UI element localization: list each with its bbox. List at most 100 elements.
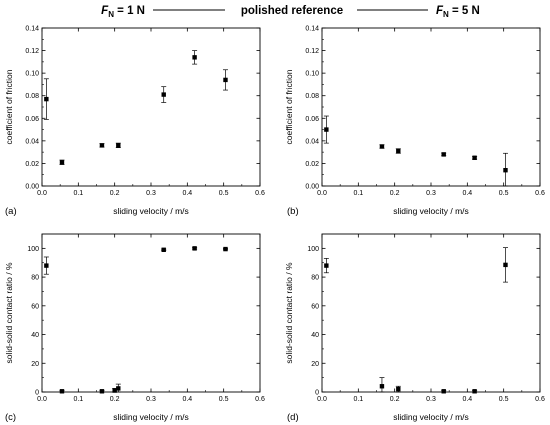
data-point <box>44 263 49 268</box>
header-left-label: FN = 1 N <box>101 5 145 19</box>
y-tick-label: 0.06 <box>25 116 39 123</box>
y-tick-label: 60 <box>311 303 319 310</box>
y-tick-label: 0.08 <box>25 93 39 100</box>
data-point <box>472 155 477 160</box>
y-tick-label: 0.12 <box>25 48 39 55</box>
data-point <box>99 143 105 148</box>
x-tick-label: 0.6 <box>255 190 265 197</box>
x-tick-label: 0.5 <box>219 190 229 197</box>
chart-panel-4: 0.0 0.1 0.2 0.3 0.4 0.5 0.6 0 20 40 60 80 100 sliding… <box>284 233 545 423</box>
x-tick-label: 0.0 <box>317 190 327 197</box>
x-tick-label: 0.2 <box>110 396 120 403</box>
y-tick-label: 0.02 <box>305 161 319 168</box>
x-tick-label: 0.6 <box>535 396 545 403</box>
x-axis-label: sliding velocity / m/s <box>113 206 189 216</box>
x-tick-label: 0.4 <box>462 190 472 197</box>
data-point <box>396 148 401 154</box>
data-point <box>441 389 446 394</box>
panel-label: (a) <box>5 206 17 217</box>
plot-frame <box>321 27 541 187</box>
data-point <box>116 143 121 148</box>
y-tick-label: 100 <box>307 246 319 253</box>
x-tick-label: 0.5 <box>499 190 509 197</box>
data-point <box>324 127 329 132</box>
y-tick-label: 0.08 <box>305 93 319 100</box>
y-tick-label: 0.00 <box>25 184 39 191</box>
y-tick-label: 0.06 <box>305 116 319 123</box>
chart-panel-1: 0.0 0.1 0.2 0.3 0.4 0.5 0.6 0.00 0.02 0.04 0.06 0.0… <box>4 26 265 218</box>
y-tick-label: 60 <box>31 303 39 310</box>
y-tick-label: 40 <box>311 332 319 339</box>
panel-label: (d) <box>287 412 299 423</box>
y-tick-label: 0.10 <box>25 71 39 78</box>
x-tick-label: 0.6 <box>535 190 545 197</box>
data-point <box>223 77 228 83</box>
y-tick-label: 0.00 <box>305 184 319 191</box>
data-point <box>503 168 508 173</box>
data-point <box>223 246 228 252</box>
y-axis-label: coefficient of friction <box>4 69 14 144</box>
x-tick-label: 0.0 <box>37 396 47 403</box>
chart-panel-2: 0.0 0.1 0.2 0.3 0.4 0.5 0.6 0.00 0.02 0.04 0.06 0.0… <box>284 26 545 218</box>
data-point <box>192 246 197 251</box>
x-tick-label: 0.3 <box>146 396 156 403</box>
x-tick-label: 0.6 <box>255 396 265 403</box>
y-tick-label: 0.02 <box>25 161 39 168</box>
x-tick-label: 0.1 <box>353 190 363 197</box>
data-point <box>441 152 446 157</box>
data-point <box>59 160 65 165</box>
x-tick-label: 0.0 <box>37 190 47 197</box>
x-tick-label: 0.0 <box>317 396 327 403</box>
data-point <box>324 263 329 268</box>
y-tick-label: 0.10 <box>305 71 319 78</box>
y-tick-label: 80 <box>31 275 39 282</box>
x-tick-label: 0.3 <box>426 396 436 403</box>
x-tick-label: 0.4 <box>462 396 472 403</box>
x-tick-label: 0.2 <box>110 190 120 197</box>
data-point <box>59 389 65 394</box>
data-point <box>161 247 166 252</box>
y-tick-label: 0 <box>315 390 319 397</box>
x-axis-label: sliding velocity / m/s <box>393 206 469 216</box>
x-tick-label: 0.1 <box>353 396 363 403</box>
y-tick-label: 0 <box>35 390 39 397</box>
header-right-label: FN = 5 N <box>436 5 480 19</box>
y-axis-label: coefficient of friction <box>284 69 294 144</box>
x-tick-label: 0.4 <box>182 190 192 197</box>
x-axis-label: sliding velocity / m/s <box>393 412 469 422</box>
data-point <box>379 384 385 389</box>
x-tick-label: 0.5 <box>219 396 229 403</box>
data-point <box>379 144 385 149</box>
panels: 0.0 0.1 0.2 0.3 0.4 0.5 0.60.000.020.040.060.0… <box>4 26 545 424</box>
x-axis-label: sliding velocity / m/s <box>113 412 189 422</box>
y-tick-label: 80 <box>311 275 319 282</box>
plot-frame <box>321 233 541 393</box>
chart-panel-3: 0.0 0.1 0.2 0.3 0.4 0.5 0.6 0 20 40 60 80 100 sliding… <box>4 233 265 423</box>
y-tick-label: 100 <box>27 246 39 253</box>
data-point <box>116 386 121 391</box>
header-center-label: polished reference <box>241 5 343 17</box>
x-tick-label: 0.2 <box>390 190 400 197</box>
y-tick-label: 0.04 <box>25 138 39 145</box>
figure-header: FN = 1 N polished reference FN = 5 N <box>101 5 480 19</box>
panel-label: (b) <box>287 206 299 217</box>
y-tick-label: 0.14 <box>25 26 39 33</box>
data-point <box>44 96 49 102</box>
y-tick-label: 0.04 <box>305 138 319 145</box>
y-axis-label: solid-solid contact ratio / % <box>4 262 14 364</box>
x-tick-label: 0.1 <box>73 396 83 403</box>
data-point <box>112 388 117 393</box>
y-tick-label: 20 <box>31 361 39 368</box>
y-axis-label: solid-solid contact ratio / % <box>284 262 294 364</box>
x-tick-label: 0.2 <box>390 396 400 403</box>
x-tick-label: 0.1 <box>73 190 83 197</box>
data-point <box>396 386 401 392</box>
y-tick-label: 20 <box>311 361 319 368</box>
panel-label: (c) <box>5 412 16 423</box>
x-tick-label: 0.5 <box>499 396 509 403</box>
data-point <box>161 92 166 97</box>
data-point <box>192 55 197 60</box>
x-tick-label: 0.3 <box>426 190 436 197</box>
y-tick-label: 40 <box>31 332 39 339</box>
